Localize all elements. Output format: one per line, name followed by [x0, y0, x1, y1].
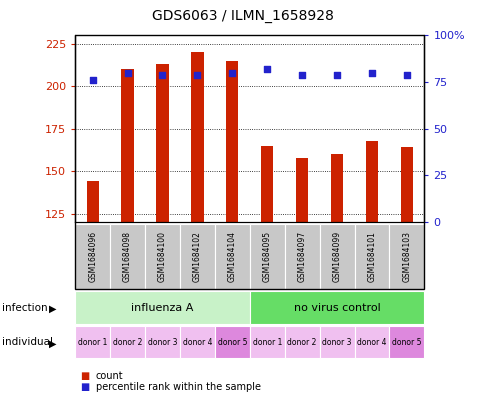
Text: donor 2: donor 2: [287, 338, 316, 347]
Bar: [156, 64, 168, 222]
Text: GSM1684097: GSM1684097: [297, 231, 306, 282]
Text: GSM1684102: GSM1684102: [193, 231, 201, 282]
Text: count: count: [95, 371, 123, 382]
Text: ▶: ▶: [48, 304, 56, 314]
Text: donor 2: donor 2: [113, 338, 142, 347]
Text: GSM1684096: GSM1684096: [88, 231, 97, 282]
Text: donor 4: donor 4: [182, 338, 212, 347]
Text: percentile rank within the sample: percentile rank within the sample: [95, 382, 260, 392]
Text: GSM1684100: GSM1684100: [158, 231, 166, 282]
Text: donor 1: donor 1: [78, 338, 107, 347]
Text: GSM1684098: GSM1684098: [123, 231, 132, 282]
Text: donor 5: donor 5: [217, 338, 246, 347]
Point: [367, 70, 375, 76]
Bar: [400, 147, 412, 222]
Text: no virus control: no virus control: [293, 303, 379, 312]
Point: [89, 77, 96, 83]
Bar: [365, 141, 378, 222]
Text: GSM1684099: GSM1684099: [332, 231, 341, 282]
Text: donor 5: donor 5: [392, 338, 421, 347]
Text: ■: ■: [80, 371, 89, 382]
Point: [228, 70, 236, 76]
Point: [263, 66, 271, 72]
Text: donor 3: donor 3: [322, 338, 351, 347]
Bar: [86, 181, 99, 222]
Bar: [226, 61, 238, 222]
Bar: [191, 52, 203, 222]
Text: ■: ■: [80, 382, 89, 392]
Text: influenza A: influenza A: [131, 303, 193, 312]
Text: ▶: ▶: [48, 338, 56, 349]
Point: [333, 72, 340, 78]
Bar: [121, 69, 134, 222]
Text: GSM1684104: GSM1684104: [227, 231, 236, 282]
Point: [123, 70, 131, 76]
Text: infection: infection: [2, 303, 48, 312]
Text: donor 4: donor 4: [357, 338, 386, 347]
Text: donor 3: donor 3: [148, 338, 177, 347]
Point: [158, 72, 166, 78]
Point: [402, 72, 410, 78]
Text: GDS6063 / ILMN_1658928: GDS6063 / ILMN_1658928: [151, 9, 333, 23]
Text: donor 1: donor 1: [252, 338, 281, 347]
Point: [298, 72, 305, 78]
Text: GSM1684101: GSM1684101: [367, 231, 376, 282]
Bar: [260, 146, 273, 222]
Text: individual: individual: [2, 337, 53, 347]
Bar: [295, 158, 308, 222]
Text: GSM1684095: GSM1684095: [262, 231, 271, 282]
Bar: [330, 154, 343, 222]
Text: GSM1684103: GSM1684103: [402, 231, 410, 282]
Point: [193, 72, 201, 78]
